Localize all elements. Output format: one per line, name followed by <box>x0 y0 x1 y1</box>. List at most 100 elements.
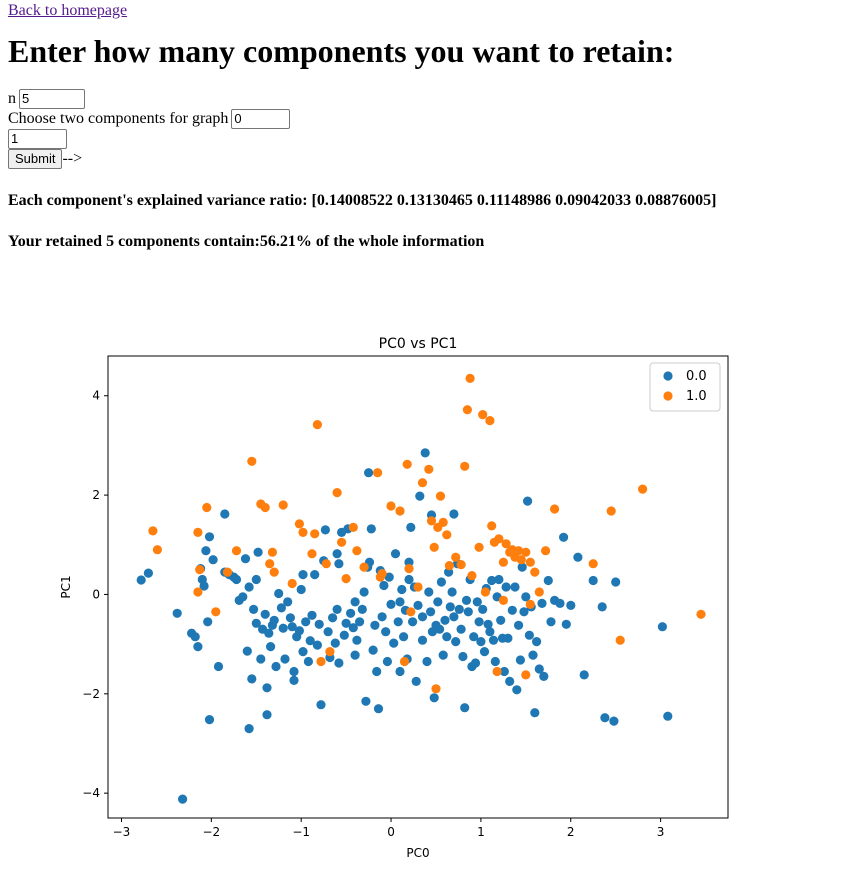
data-point-0.0 <box>382 656 392 667</box>
data-point-1.0 <box>231 546 242 556</box>
data-point-0.0 <box>285 613 295 623</box>
data-point-0.0 <box>395 597 405 607</box>
data-point-1.0 <box>514 546 524 556</box>
data-point-0.0 <box>364 468 374 478</box>
x-tick-label: 1 <box>477 825 485 839</box>
data-point-0.0 <box>404 574 414 585</box>
explained-variance-text: Each component's explained variance rati… <box>8 191 717 209</box>
legend-marker-1.0 <box>663 391 673 401</box>
plot-frame <box>107 355 729 819</box>
data-point-0.0 <box>238 592 248 602</box>
data-point-0.0 <box>373 704 384 714</box>
data-point-0.0 <box>312 640 322 650</box>
data-point-0.0 <box>348 623 358 633</box>
data-point-0.0 <box>517 562 527 572</box>
data-point-0.0 <box>384 572 394 582</box>
data-point-1.0 <box>386 501 396 511</box>
data-point-1.0 <box>332 488 342 498</box>
data-point-0.0 <box>435 624 445 634</box>
data-point-0.0 <box>395 666 405 677</box>
data-point-1.0 <box>474 542 484 552</box>
data-point-0.0 <box>415 491 425 501</box>
data-point-0.0 <box>447 587 457 597</box>
data-point-1.0 <box>521 670 531 680</box>
data-point-0.0 <box>657 622 668 632</box>
x-tick-label: 3 <box>657 825 665 839</box>
data-point-1.0 <box>530 567 540 577</box>
data-point-1.0 <box>310 529 320 539</box>
data-point-0.0 <box>422 656 432 667</box>
data-point-0.0 <box>316 700 326 710</box>
component-2-input[interactable] <box>8 128 67 149</box>
data-point-0.0 <box>494 574 504 585</box>
data-point-1.0 <box>498 595 508 605</box>
data-point-0.0 <box>328 613 338 623</box>
data-point-0.0 <box>528 650 538 660</box>
data-point-0.0 <box>488 635 499 645</box>
x-tick-label: −3 <box>113 825 131 839</box>
data-point-1.0 <box>406 607 416 617</box>
back-to-homepage-link[interactable]: Back to homepage <box>8 2 128 19</box>
data-point-0.0 <box>346 608 356 618</box>
data-point-0.0 <box>355 617 365 627</box>
data-point-0.0 <box>359 587 369 597</box>
data-point-0.0 <box>381 627 391 637</box>
data-point-0.0 <box>438 650 448 660</box>
data-point-0.0 <box>490 656 500 667</box>
data-point-0.0 <box>271 661 281 672</box>
data-point-0.0 <box>539 671 549 681</box>
data-point-0.0 <box>262 683 272 693</box>
data-point-1.0 <box>307 549 317 559</box>
data-point-0.0 <box>244 724 254 734</box>
data-point-0.0 <box>420 448 430 458</box>
data-point-0.0 <box>253 547 263 557</box>
data-point-1.0 <box>494 534 504 544</box>
data-point-1.0 <box>222 567 233 577</box>
data-point-0.0 <box>611 577 621 587</box>
data-point-1.0 <box>460 461 470 471</box>
data-point-0.0 <box>264 628 274 638</box>
data-point-1.0 <box>211 607 221 617</box>
data-point-1.0 <box>287 578 297 589</box>
data-point-0.0 <box>136 575 146 585</box>
data-point-0.0 <box>406 522 416 532</box>
data-point-0.0 <box>404 557 414 567</box>
data-point-0.0 <box>496 615 506 625</box>
data-point-1.0 <box>417 478 428 488</box>
data-point-0.0 <box>274 588 284 599</box>
data-point-0.0 <box>332 549 342 559</box>
data-point-0.0 <box>521 592 531 602</box>
data-point-0.0 <box>172 608 182 618</box>
data-point-0.0 <box>287 622 297 632</box>
data-point-1.0 <box>485 416 495 426</box>
data-point-0.0 <box>339 630 349 640</box>
components-label: Choose two components for graph <box>8 109 229 127</box>
data-point-0.0 <box>399 632 409 642</box>
data-point-1.0 <box>696 609 706 619</box>
data-point-0.0 <box>247 674 257 684</box>
data-point-1.0 <box>278 500 288 510</box>
data-point-0.0 <box>561 619 571 629</box>
data-point-0.0 <box>559 532 569 542</box>
data-point-1.0 <box>148 526 158 536</box>
data-point-0.0 <box>303 656 313 667</box>
data-point-0.0 <box>524 630 535 640</box>
data-point-0.0 <box>231 574 242 585</box>
legend-label-1.0: 1.0 <box>686 389 707 404</box>
x-axis-label: PC0 <box>406 846 429 860</box>
data-point-1.0 <box>451 552 461 562</box>
data-point-0.0 <box>305 636 315 646</box>
data-point-0.0 <box>296 584 306 595</box>
data-point-0.0 <box>314 619 324 629</box>
data-point-1.0 <box>444 561 454 571</box>
data-point-0.0 <box>451 637 461 647</box>
data-point-0.0 <box>501 582 511 592</box>
data-point-0.0 <box>429 693 439 703</box>
data-point-0.0 <box>440 615 450 625</box>
data-point-0.0 <box>366 524 376 534</box>
data-point-0.0 <box>393 617 403 627</box>
submit-button[interactable]: Submit <box>8 148 63 169</box>
data-point-1.0 <box>341 574 351 584</box>
n-input[interactable] <box>19 88 85 109</box>
component-1-input[interactable] <box>231 108 291 129</box>
